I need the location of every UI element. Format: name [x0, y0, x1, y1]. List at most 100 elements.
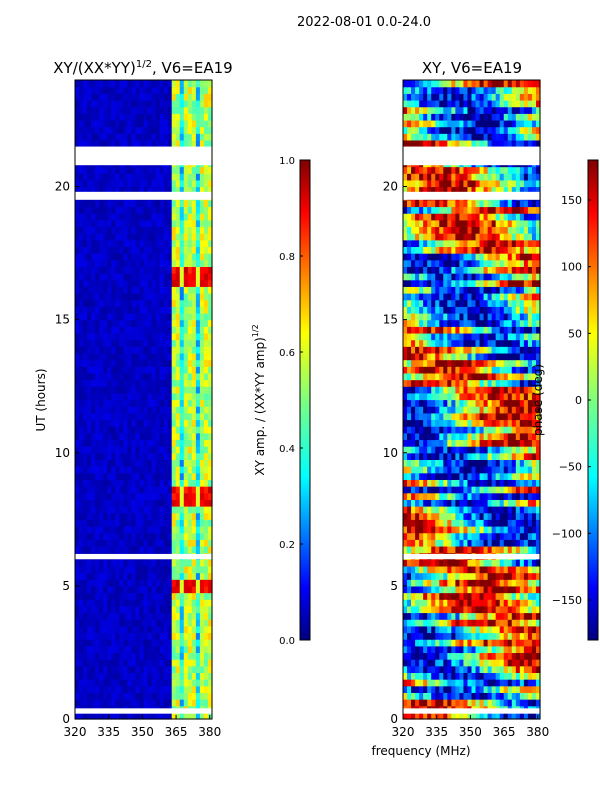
heatmap-cell: [119, 612, 124, 620]
heatmap-cell: [503, 679, 509, 687]
heatmap-cell: [195, 432, 201, 441]
heatmap-cell: [451, 459, 456, 467]
heatmap-cell: [183, 239, 189, 248]
heatmap-cell: [167, 585, 173, 594]
heatmap-cell: [203, 466, 209, 474]
heatmap-cell: [207, 186, 213, 194]
heatmap-cell: [407, 392, 412, 401]
heatmap-cell: [535, 665, 541, 674]
heatmap-cell: [183, 599, 189, 607]
heatmap-cell: [159, 439, 165, 447]
heatmap-cell: [519, 692, 525, 700]
heatmap-cell: [91, 406, 96, 414]
heatmap-cell: [187, 273, 193, 281]
heatmap-cell: [195, 286, 201, 294]
heatmap-cell: [455, 412, 461, 421]
heatmap-cell: [515, 679, 521, 687]
heatmap-cell: [531, 419, 537, 427]
heatmap-cell: [139, 605, 145, 614]
heatmap-cell: [203, 446, 209, 454]
heatmap-cell: [195, 366, 201, 374]
heatmap-cell: [147, 692, 153, 700]
heatmap-cell: [111, 233, 116, 241]
heatmap-cell: [479, 399, 485, 407]
heatmap-cell: [527, 499, 533, 507]
heatmap-cell: [203, 80, 209, 88]
heatmap-cell: [95, 659, 100, 667]
heatmap-cell: [171, 459, 177, 467]
heatmap-cell: [131, 432, 137, 441]
heatmap-cell: [507, 545, 513, 554]
heatmap-cell: [187, 359, 193, 367]
heatmap-cell: [187, 139, 193, 148]
y-tick-label: 10: [55, 446, 70, 460]
heatmap-cell: [175, 665, 181, 674]
heatmap-cell: [195, 632, 201, 640]
heatmap-cell: [191, 166, 197, 174]
heatmap-cell: [427, 512, 432, 520]
heatmap-cell: [403, 466, 408, 474]
heatmap-cell: [495, 685, 501, 693]
heatmap-cell: [523, 532, 529, 540]
heatmap-cell: [167, 352, 173, 361]
heatmap-cell: [127, 119, 133, 128]
heatmap-cell: [159, 585, 165, 594]
heatmap-cell: [107, 319, 112, 327]
heatmap-cell: [535, 712, 541, 720]
heatmap-cell: [151, 672, 157, 680]
heatmap-cell: [191, 625, 197, 634]
heatmap-cell: [475, 479, 481, 487]
heatmap-cell: [87, 592, 92, 600]
heatmap-cell: [155, 659, 161, 667]
heatmap-cell: [79, 446, 84, 454]
heatmap-cell: [467, 472, 473, 480]
heatmap-cell: [463, 499, 469, 507]
heatmap-cell: [91, 173, 96, 181]
heatmap-cell: [471, 492, 477, 500]
heatmap-cell: [179, 639, 185, 647]
heatmap-cell: [111, 319, 116, 327]
heatmap-cell: [91, 499, 96, 507]
heatmap-cell: [99, 286, 104, 294]
heatmap-cell: [87, 645, 92, 654]
heatmap-cell: [91, 279, 96, 287]
heatmap-cell: [127, 506, 133, 514]
heatmap-cell: [99, 106, 104, 114]
heatmap-cell: [515, 426, 521, 434]
heatmap-cell: [75, 372, 80, 381]
heatmap-cell: [423, 692, 428, 700]
heatmap-cell: [451, 612, 456, 620]
heatmap-cell: [519, 652, 525, 660]
heatmap-cell: [207, 339, 213, 347]
heatmap-cell: [203, 605, 209, 614]
heatmap-cell: [199, 392, 205, 401]
heatmap-cell: [471, 645, 477, 654]
heatmap-cell: [159, 599, 165, 607]
heatmap-cell: [199, 426, 205, 434]
heatmap-cell: [195, 253, 201, 261]
heatmap-cell: [87, 173, 92, 181]
heatmap-cell: [191, 99, 197, 108]
heatmap-cell: [139, 439, 145, 447]
heatmap-cell: [79, 512, 84, 520]
heatmap-cell: [483, 499, 489, 507]
heatmap-cell: [487, 492, 493, 500]
heatmap-cell: [79, 366, 84, 374]
heatmap-cell: [171, 306, 177, 314]
heatmap-cell: [75, 572, 80, 580]
heatmap-cell: [83, 399, 88, 407]
heatmap-cell: [179, 645, 185, 654]
heatmap-cell: [487, 639, 493, 647]
heatmap-cell: [435, 692, 440, 700]
heatmap-cell: [207, 446, 213, 454]
heatmap-cell: [171, 525, 177, 534]
heatmap-cell: [519, 499, 525, 507]
heatmap-cell: [479, 412, 485, 421]
heatmap-cell: [471, 426, 477, 434]
heatmap-cell: [503, 525, 509, 534]
heatmap-cell: [159, 679, 165, 687]
heatmap-cell: [179, 612, 185, 620]
heatmap-cell: [107, 306, 112, 314]
heatmap-cell: [423, 506, 428, 514]
heatmap-cell: [479, 559, 485, 567]
